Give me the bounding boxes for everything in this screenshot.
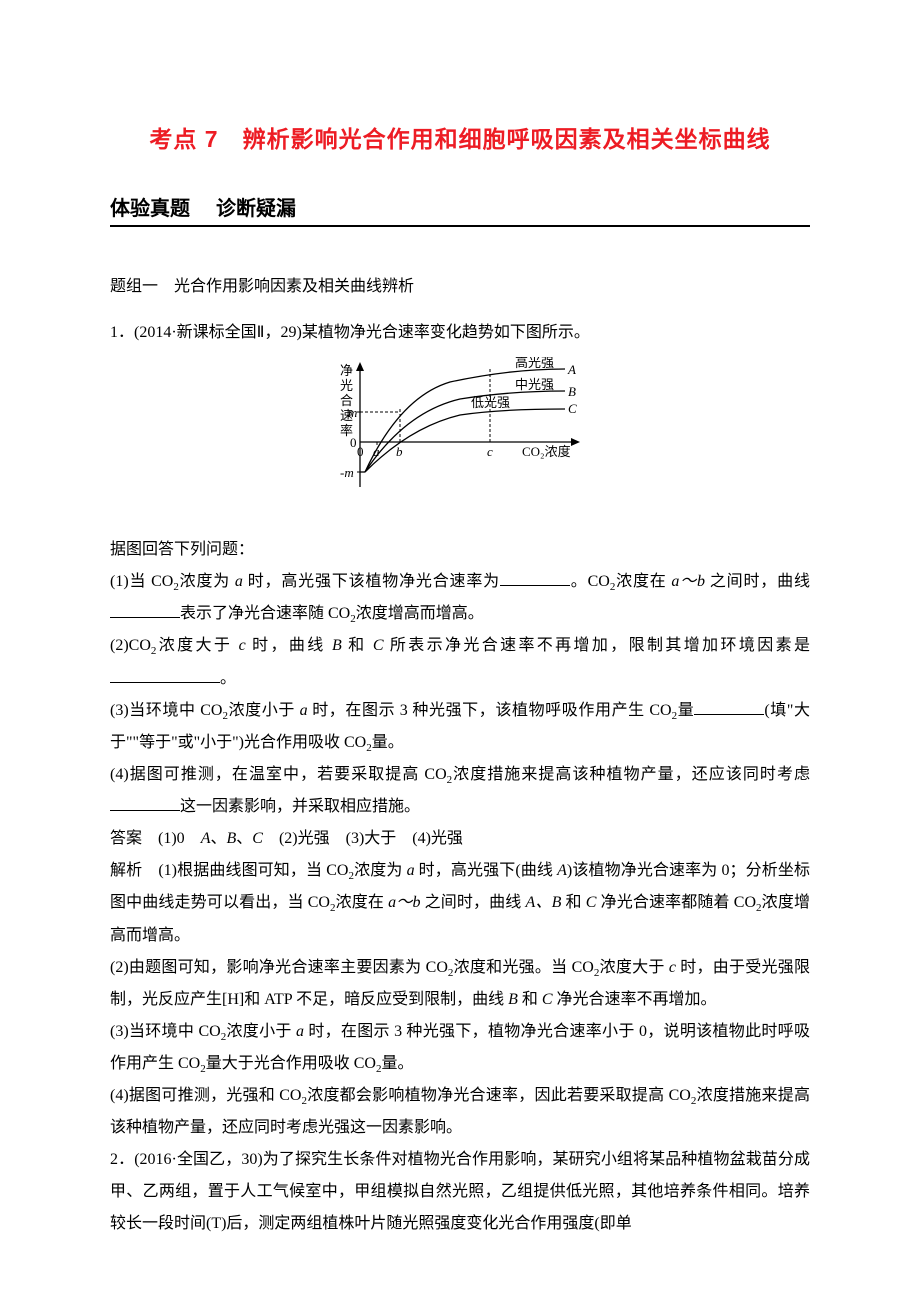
blank-3 <box>110 667 220 682</box>
q1-exp4: (4)据图可推测，光强和 CO2浓度都会影响植物净光合速率，因此若要采取提高 C… <box>110 1080 810 1144</box>
y-axis-char: 光 <box>340 378 353 393</box>
answer-text: (1)0 A、B、C (2)光强 (3)大于 (4)光强 <box>158 830 463 847</box>
blank-5 <box>110 796 180 811</box>
q1-exp1: 解析 (1)根据曲线图可知，当 CO2浓度为 a 时，高光强下(曲线 A)该植物… <box>110 855 810 951</box>
blank-1 <box>500 571 570 586</box>
y-axis-char: 净 <box>340 363 353 378</box>
blank-2 <box>110 603 180 618</box>
y-tick-0: 0 <box>350 435 357 450</box>
q1-part3: (3)当环境中 CO2浓度小于 a 时，在图示 3 种光强下，该植物呼吸作用产生… <box>110 695 810 759</box>
q1-part1: (1)当 CO2浓度为 a 时，高光强下该植物净光合速率为。CO2浓度在 a～b… <box>110 566 810 630</box>
curve-b <box>365 391 565 472</box>
line-chart: 净 光 合 速 率 m 0 -m 高光强 A 中光强 B 低光强 C <box>310 357 610 517</box>
q1-stem: 1．(2014·新课标全国Ⅱ，29)某植物净光合速率变化趋势如下图所示。 <box>110 317 810 349</box>
main-title: 考点 7 辨析影响光合作用和细胞呼吸因素及相关坐标曲线 <box>110 120 810 154</box>
section-header-b: 诊断疑漏 <box>216 198 296 220</box>
section-header-a: 体验真题 <box>110 198 190 220</box>
label-low: 低光强 <box>471 395 510 410</box>
label-B: B <box>568 384 576 399</box>
q1-part2: (2)CO2浓度大于 c 时，曲线 B 和 C 所表示净光合速率不再增加，限制其… <box>110 630 810 694</box>
label-high: 高光强 <box>515 357 554 370</box>
y-tick-neg-m: -m <box>340 465 354 480</box>
q1-followup: 据图回答下列问题： <box>110 534 810 566</box>
x-tick-c: c <box>487 444 493 459</box>
x-tick-b: b <box>396 444 403 459</box>
group-title: 题组一光合作用影响因素及相关曲线辨析 <box>110 271 810 303</box>
q1-exp2: (2)由题图可知，影响净光合速率主要因素为 CO2浓度和光强。当 CO2浓度大于… <box>110 952 810 1016</box>
label-A: A <box>567 362 576 377</box>
section-header: 体验真题 诊断疑漏 <box>110 192 810 227</box>
y-tick-m: m <box>348 405 357 420</box>
blank-4 <box>694 699 764 714</box>
x-axis-label: CO₂浓度 <box>522 444 571 459</box>
x-tick-a: a <box>373 444 380 459</box>
q2-stem: 2．(2016·全国乙，30)为了探究生长条件对植物光合作用影响，某研究小组将某… <box>110 1144 810 1240</box>
page: 考点 7 辨析影响光合作用和细胞呼吸因素及相关坐标曲线 体验真题 诊断疑漏 题组一… <box>0 0 920 1300</box>
q1-answer: 答案 (1)0 A、B、C (2)光强 (3)大于 (4)光强 <box>110 823 810 855</box>
q1-part4: (4)据图可推测，在温室中，若要采取提高 CO2浓度措施来提高该种植物产量，还应… <box>110 759 810 823</box>
curve-c <box>365 409 565 472</box>
chart-container: 净 光 合 速 率 m 0 -m 高光强 A 中光强 B 低光强 C <box>110 357 810 522</box>
q1-exp3: (3)当环境中 CO2浓度小于 a 时，在图示 3 种光强下，植物净光合速率小于… <box>110 1016 810 1080</box>
x-tick-0: 0 <box>357 444 364 459</box>
label-C: C <box>568 401 577 416</box>
label-mid: 中光强 <box>515 377 554 392</box>
